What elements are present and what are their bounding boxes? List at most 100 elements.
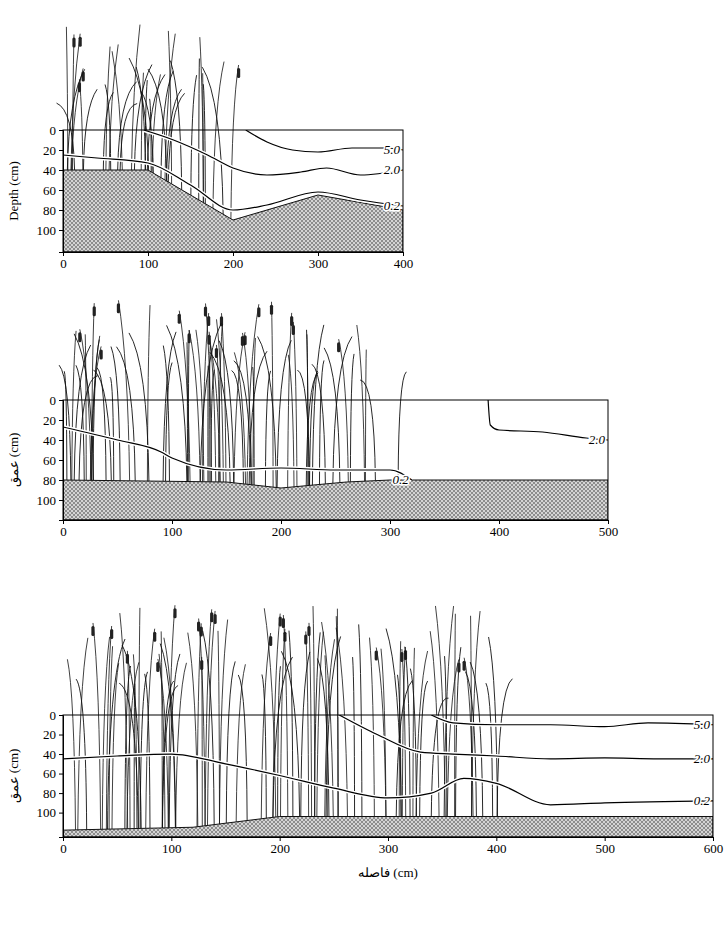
leaf xyxy=(188,330,190,482)
contour-label: 0.2 xyxy=(694,793,711,808)
stem xyxy=(464,658,473,817)
tick-mark xyxy=(59,210,63,211)
stem xyxy=(234,352,245,484)
leaf xyxy=(198,59,200,200)
stem xyxy=(168,31,171,184)
leaf xyxy=(207,366,208,482)
stem xyxy=(127,651,130,829)
tick-label: 100 xyxy=(162,841,182,856)
stem xyxy=(381,649,386,817)
leaf xyxy=(219,341,234,483)
contour-halo xyxy=(63,155,403,210)
vegetation xyxy=(67,605,512,830)
cattail-head xyxy=(93,306,96,316)
cattail-head xyxy=(153,632,156,642)
contour-label: 0.2 xyxy=(393,472,410,487)
tick-mark xyxy=(59,440,63,441)
sediment xyxy=(63,817,713,837)
tick-mark xyxy=(59,150,63,151)
stem xyxy=(217,319,224,482)
plot-area xyxy=(63,130,403,252)
stem xyxy=(402,649,406,816)
leaf xyxy=(278,666,281,817)
tick: 400 xyxy=(394,252,414,271)
tick: 60 xyxy=(43,766,63,781)
stem xyxy=(71,34,80,170)
tick-label: 80 xyxy=(43,473,56,488)
tick: 20 xyxy=(43,143,63,158)
stem xyxy=(317,632,324,817)
stem xyxy=(402,647,405,816)
tick-label: 60 xyxy=(43,183,56,198)
contour-line xyxy=(63,155,403,210)
tick: 100 xyxy=(37,805,64,820)
x-axis-title: فاصله (cm) xyxy=(358,865,418,880)
leaf xyxy=(249,351,267,484)
stem xyxy=(199,619,205,826)
tick: 300 xyxy=(381,520,401,539)
leaf xyxy=(281,651,299,816)
tick-label: 40 xyxy=(43,433,56,448)
tick: 400 xyxy=(487,837,507,856)
stem xyxy=(370,638,375,817)
tick: 100 xyxy=(139,252,159,271)
cattail-head xyxy=(270,305,273,315)
contour-label: 5.0 xyxy=(694,717,711,732)
tick-label: 40 xyxy=(43,747,56,762)
stem xyxy=(261,633,270,819)
cattail-head xyxy=(307,626,310,636)
leaf xyxy=(486,683,493,816)
stem xyxy=(264,608,275,817)
leaf xyxy=(160,644,175,828)
tick: 80 xyxy=(43,203,63,218)
leaf xyxy=(203,631,215,825)
stem xyxy=(72,34,73,170)
tick: 60 xyxy=(43,183,63,198)
tick-label: 400 xyxy=(394,256,414,271)
leaf xyxy=(59,365,71,480)
y-axis: 020406080100 xyxy=(37,393,64,521)
cattail-head xyxy=(78,82,81,92)
cattail-head xyxy=(457,662,460,672)
cattail-head xyxy=(208,335,211,345)
cattail-head xyxy=(156,662,159,672)
cattail-head xyxy=(78,332,81,342)
plot-area xyxy=(63,400,608,520)
y-axis-title: Depth (cm) xyxy=(6,161,21,221)
contour-label: 2.0 xyxy=(384,162,401,177)
tick: 400 xyxy=(490,520,510,539)
stem xyxy=(205,609,212,825)
stem xyxy=(413,648,414,817)
tick-label: 300 xyxy=(309,256,329,271)
figure: 5.02.00.20204060801000100200300400Depth … xyxy=(0,0,727,926)
frame xyxy=(63,715,713,837)
stem xyxy=(176,663,187,828)
y-axis-title: عمق (cm) xyxy=(6,433,22,488)
leaf xyxy=(191,75,197,195)
stem xyxy=(112,663,119,829)
stem xyxy=(139,608,140,829)
stem xyxy=(85,334,86,480)
leaf xyxy=(226,661,235,823)
tick-mark xyxy=(59,130,63,131)
tick-mark xyxy=(59,400,63,401)
axis-line xyxy=(59,401,64,521)
x-axis: 0100200300400500 xyxy=(60,520,618,539)
stem xyxy=(131,25,139,170)
tick: 40 xyxy=(43,433,63,448)
tick-label: 100 xyxy=(139,256,159,271)
tick-label: 200 xyxy=(272,524,292,539)
stem xyxy=(78,638,88,830)
tick: 80 xyxy=(43,473,63,488)
cattail-head xyxy=(100,349,103,359)
contour-line xyxy=(431,715,713,727)
contour-halo xyxy=(246,130,403,152)
tick: 80 xyxy=(43,786,63,801)
leaf xyxy=(134,65,151,170)
tick-label: 0 xyxy=(50,123,57,138)
tick: 200 xyxy=(224,252,244,271)
cattail-head xyxy=(290,316,293,326)
tick: 0 xyxy=(60,520,67,539)
tick-label: 20 xyxy=(43,143,56,158)
cattail-head xyxy=(72,37,75,47)
